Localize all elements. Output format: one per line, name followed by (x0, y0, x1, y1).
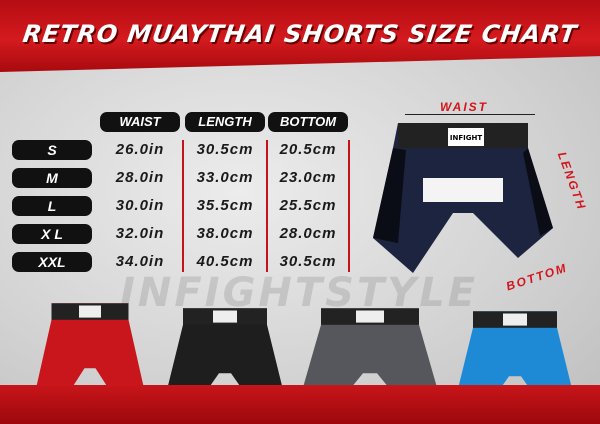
waist-value: 28.0in (115, 169, 165, 186)
length-value: 33.0cm (196, 169, 254, 186)
bottom-value: 23.0cm (279, 169, 337, 186)
column-header-length: LENGTH (185, 112, 265, 132)
column-header-waist: WAIST (100, 112, 180, 132)
size-label: XXL (12, 252, 92, 272)
waist-value: 34.0in (115, 253, 165, 270)
length-value: 38.0cm (196, 225, 254, 242)
divider (266, 140, 268, 272)
bottom-value: 30.5cm (279, 253, 337, 270)
length-value: 30.5cm (196, 141, 254, 158)
size-label: L (12, 196, 92, 216)
bottom-value: 25.5cm (279, 197, 337, 214)
footer-banner (0, 385, 600, 424)
length-value: 40.5cm (196, 253, 254, 270)
length-value: 35.5cm (196, 197, 254, 214)
divider (182, 140, 184, 272)
waist-line (405, 114, 535, 115)
divider (348, 140, 350, 272)
page-title: RETRO MUAYTHAI SHORTS SIZE CHART (21, 20, 579, 48)
size-label: S (12, 140, 92, 160)
size-label: X L (12, 224, 92, 244)
brand-logo: INFIGHT (450, 134, 482, 142)
waist-value: 26.0in (115, 141, 165, 158)
waist-value: 32.0in (115, 225, 165, 242)
bottom-value: 28.0cm (279, 225, 337, 242)
main-shorts-image: INFIGHT (373, 123, 553, 273)
red-shorts-image[interactable] (35, 300, 145, 410)
waist-value: 30.0in (115, 197, 165, 214)
column-header-bottom: BOTTOM (268, 112, 348, 132)
waist-label: WAIST (440, 100, 488, 114)
bottom-value: 20.5cm (279, 141, 337, 158)
size-label: M (12, 168, 92, 188)
